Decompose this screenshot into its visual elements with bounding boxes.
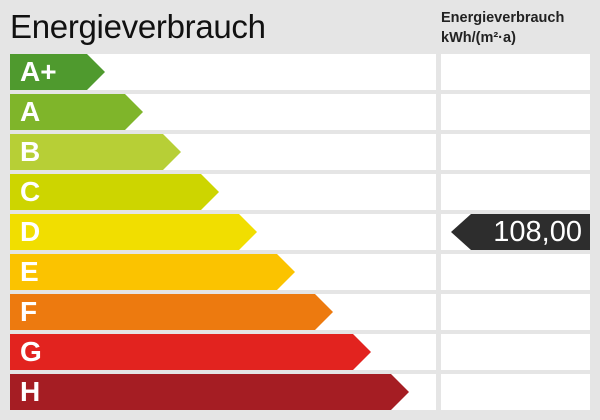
class-label: E bbox=[20, 256, 39, 287]
value-cell bbox=[441, 374, 590, 410]
class-label: A bbox=[20, 96, 41, 127]
class-label: D bbox=[20, 216, 41, 247]
value-cell bbox=[441, 294, 590, 330]
column-header: Energieverbrauch kWh/(m²·a) bbox=[441, 8, 564, 48]
value-cell bbox=[441, 254, 590, 290]
value-cell bbox=[441, 134, 590, 170]
class-arrow: F bbox=[10, 294, 333, 330]
class-row-c: C bbox=[10, 174, 436, 210]
class-row-d: D bbox=[10, 214, 436, 250]
class-label: H bbox=[20, 376, 41, 407]
class-label: G bbox=[20, 336, 42, 367]
class-arrow: D bbox=[10, 214, 257, 250]
class-arrow: A+ bbox=[10, 54, 105, 90]
value-cell bbox=[441, 54, 590, 90]
class-arrow: C bbox=[10, 174, 219, 210]
class-label: C bbox=[20, 176, 41, 207]
class-arrow: G bbox=[10, 334, 371, 370]
column-header-line1: Energieverbrauch bbox=[441, 10, 565, 26]
class-row-h: H bbox=[10, 374, 436, 410]
class-arrow: A bbox=[10, 94, 143, 130]
class-arrow: H bbox=[10, 374, 409, 410]
class-row-e: E bbox=[10, 254, 436, 290]
class-arrow: E bbox=[10, 254, 295, 290]
value-cell bbox=[441, 94, 590, 130]
class-row-a: A bbox=[10, 94, 436, 130]
class-label: F bbox=[20, 296, 38, 327]
value-marker: 108,00 bbox=[451, 214, 590, 250]
class-row-g: G bbox=[10, 334, 436, 370]
class-row-f: F bbox=[10, 294, 436, 330]
value-cell bbox=[441, 174, 590, 210]
value-text: 108,00 bbox=[493, 216, 582, 248]
class-row-aplus: A+ bbox=[10, 54, 436, 90]
column-header-unit: kWh/(m²·a) bbox=[441, 30, 516, 46]
value-cell bbox=[441, 334, 590, 370]
class-label: B bbox=[20, 136, 41, 167]
class-arrow: B bbox=[10, 134, 181, 170]
page-title: Energieverbrauch bbox=[10, 8, 266, 45]
class-row-b: B bbox=[10, 134, 436, 170]
class-label: A+ bbox=[20, 56, 57, 87]
